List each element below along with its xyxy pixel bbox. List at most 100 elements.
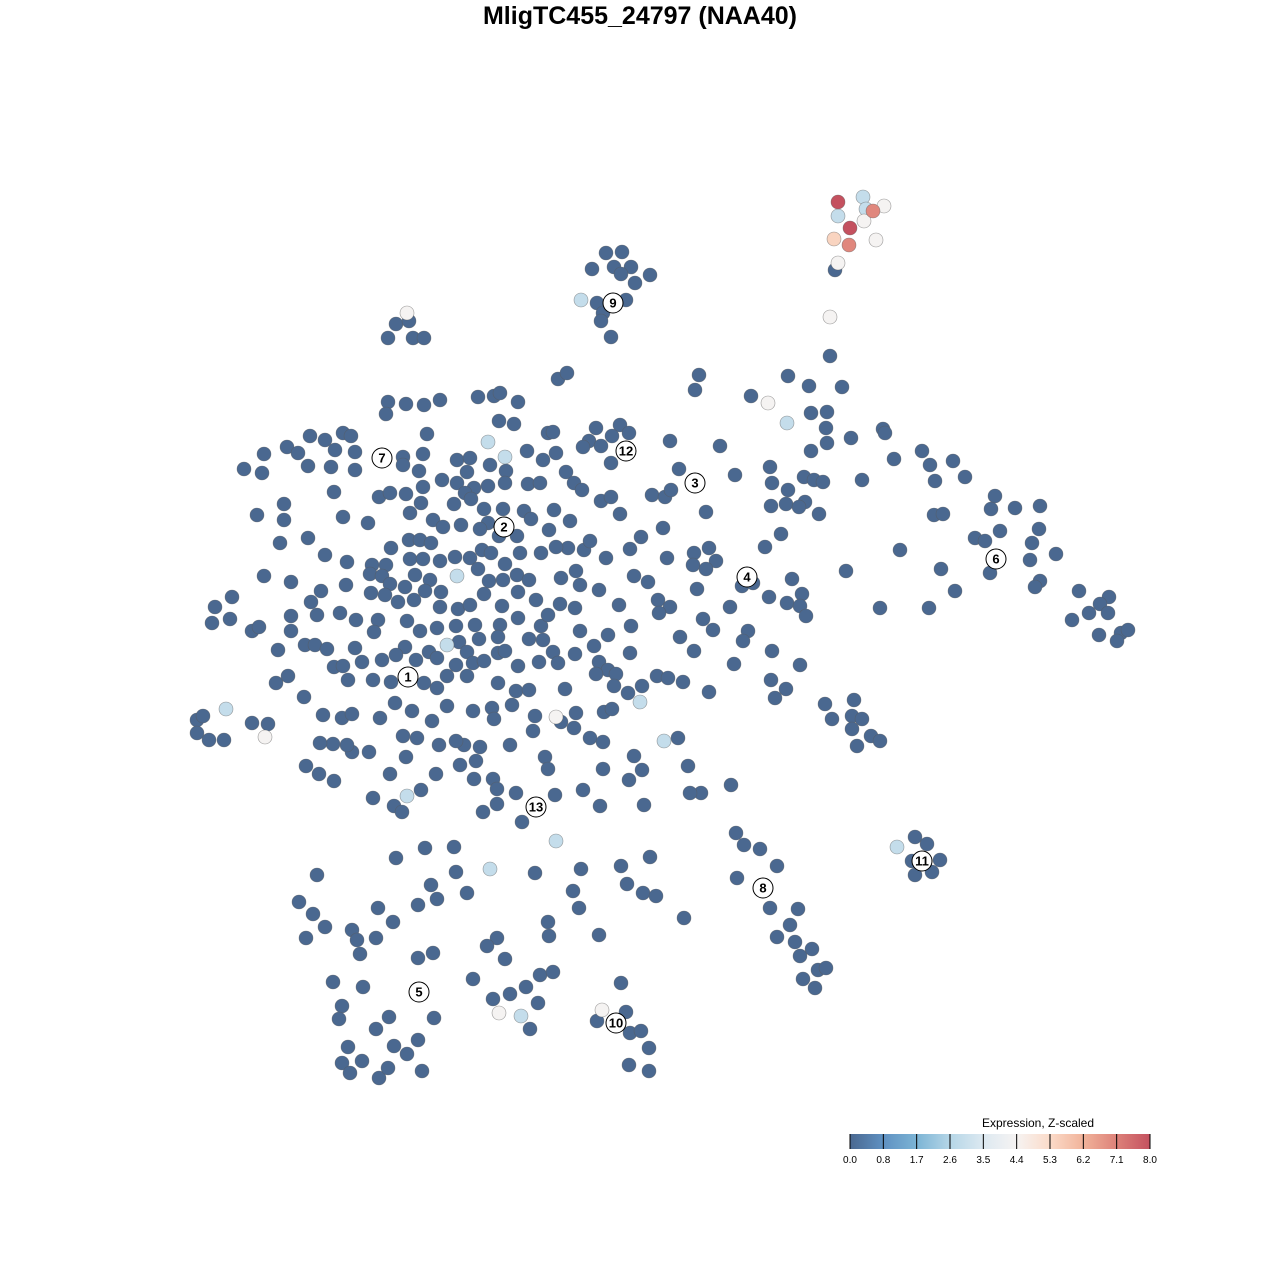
data-point	[764, 643, 780, 659]
data-point	[272, 535, 288, 551]
data-point	[914, 443, 930, 459]
data-point	[414, 1063, 430, 1079]
data-point	[311, 766, 327, 782]
data-point	[791, 499, 807, 515]
data-point	[660, 670, 676, 686]
data-point	[510, 584, 526, 600]
data-point	[470, 561, 486, 577]
data-point	[594, 1002, 610, 1018]
cluster-label: 9	[602, 292, 624, 314]
data-point	[409, 730, 425, 746]
data-point	[370, 900, 386, 916]
data-point	[533, 545, 549, 561]
data-point	[512, 545, 528, 561]
data-point	[502, 737, 518, 753]
cluster-label-badge	[615, 440, 637, 462]
data-point	[334, 998, 350, 1014]
data-point	[760, 395, 776, 411]
data-point	[462, 550, 478, 566]
data-point	[1007, 500, 1023, 516]
data-point	[778, 681, 794, 697]
data-point	[855, 189, 871, 205]
data-point	[207, 599, 223, 615]
data-point	[761, 589, 777, 605]
data-point	[368, 1021, 384, 1037]
data-point	[603, 329, 619, 345]
data-point	[633, 1023, 649, 1039]
data-point	[523, 511, 539, 527]
data-point	[603, 489, 619, 505]
data-point	[849, 738, 865, 754]
data-point	[567, 646, 583, 662]
data-point	[641, 1063, 657, 1079]
data-point	[413, 495, 429, 511]
data-point	[317, 432, 333, 448]
data-point	[395, 728, 411, 744]
data-point	[604, 701, 620, 717]
data-point	[763, 672, 779, 688]
data-point	[567, 600, 583, 616]
data-point	[383, 674, 399, 690]
data-point	[497, 556, 513, 572]
data-point	[249, 507, 265, 523]
data-point	[1100, 605, 1116, 621]
data-point	[659, 550, 675, 566]
data-point	[826, 231, 842, 247]
data-point	[433, 584, 449, 600]
colorbar-tick-label: 4.4	[1010, 1155, 1024, 1166]
data-point	[691, 367, 707, 383]
data-point	[1064, 612, 1080, 628]
data-point	[471, 631, 487, 647]
data-point	[598, 245, 614, 261]
data-point	[331, 1011, 347, 1027]
data-point	[491, 413, 507, 429]
data-point	[298, 758, 314, 774]
data-point	[410, 1032, 426, 1048]
data-point	[612, 506, 628, 522]
data-point	[935, 506, 951, 522]
data-point	[537, 749, 553, 765]
data-point	[510, 658, 526, 674]
data-point	[519, 443, 535, 459]
data-point	[490, 629, 506, 645]
data-point	[790, 901, 806, 917]
data-point	[378, 406, 394, 422]
data-point	[671, 461, 687, 477]
data-point	[362, 566, 378, 582]
cluster-label: 5	[408, 981, 430, 1003]
colorbar-tick-label: 7.1	[1110, 1155, 1124, 1166]
data-point	[764, 475, 780, 491]
data-point	[877, 425, 893, 441]
data-point	[485, 991, 501, 1007]
data-point	[492, 385, 508, 401]
data-point	[819, 435, 835, 451]
data-point	[381, 1009, 397, 1025]
data-point	[489, 781, 505, 797]
data-point	[244, 715, 260, 731]
data-point	[432, 599, 448, 615]
data-point	[323, 459, 339, 475]
data-point	[722, 599, 738, 615]
data-point	[527, 865, 543, 881]
data-point	[480, 478, 496, 494]
cluster-label-badge	[736, 566, 758, 588]
data-point	[374, 652, 390, 668]
data-point	[416, 330, 432, 346]
data-point	[686, 643, 702, 659]
data-point	[446, 496, 462, 512]
data-point	[670, 730, 686, 746]
data-point	[548, 709, 564, 725]
data-point	[736, 837, 752, 853]
data-point	[907, 829, 923, 845]
data-point	[334, 1055, 350, 1071]
data-point	[811, 506, 827, 522]
data-point	[546, 502, 562, 518]
data-point	[355, 979, 371, 995]
data-point	[465, 971, 481, 987]
data-point	[626, 748, 642, 764]
data-point	[365, 672, 381, 688]
data-point	[548, 833, 564, 849]
data-point	[648, 888, 664, 904]
data-point	[856, 213, 872, 229]
colorbar-legend: Expression, Z-scaled 0.0 0.8 1.7 2.6 3.5 4.4 5…	[843, 1116, 1157, 1166]
